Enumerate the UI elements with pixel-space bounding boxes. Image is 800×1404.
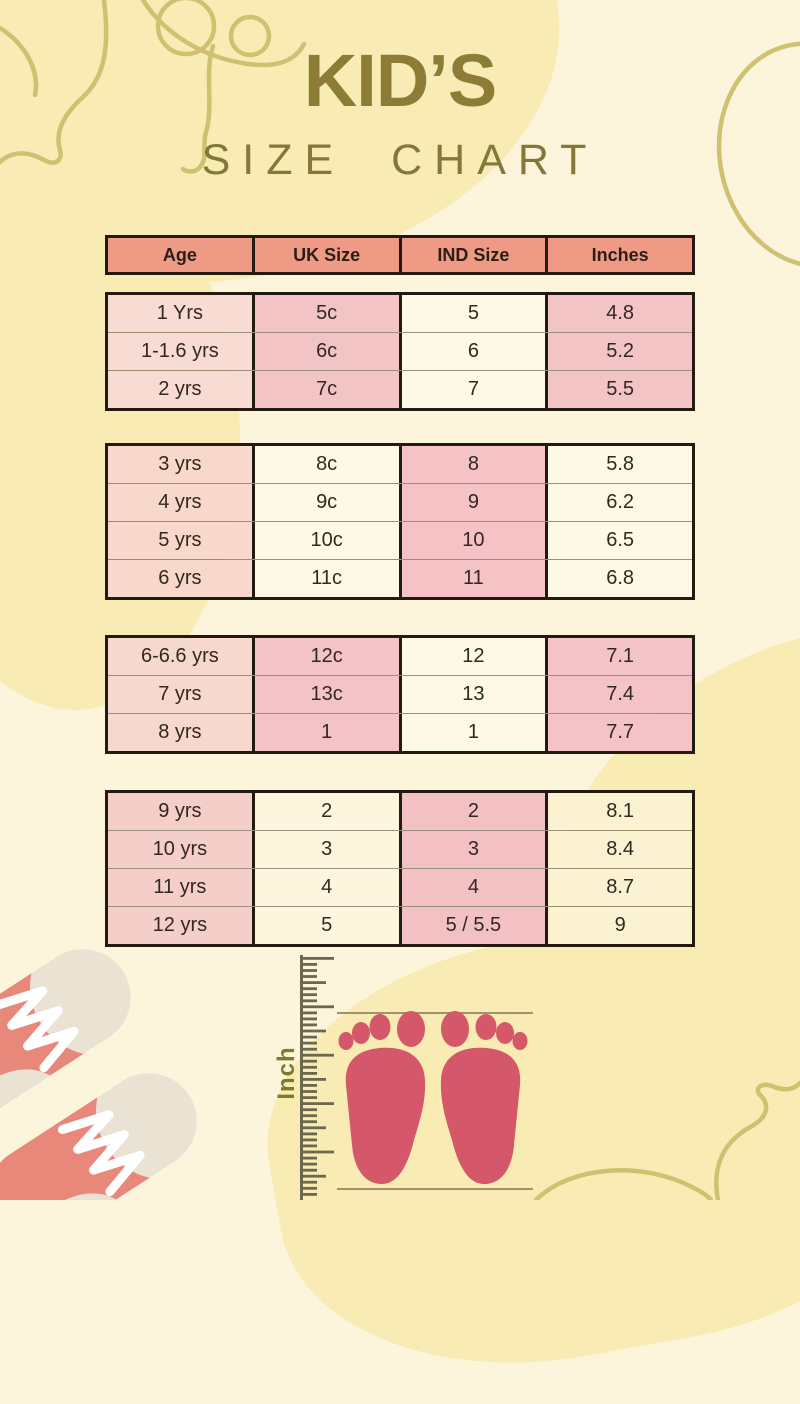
table-cell: 5.8 <box>545 446 692 483</box>
table-cell: 9c <box>251 484 399 521</box>
size-table-group-3: 6-6.6 yrs 12c 12 7.1 7 yrs 13c 13 7.4 8 yrs 1 1 7.7 <box>105 635 695 754</box>
table-row: 7 yrs 13c 13 7.4 <box>108 675 692 713</box>
table-row: 1 Yrs 5c 5 4.8 <box>108 295 692 332</box>
column-header-uk-size: UK Size <box>251 238 399 272</box>
table-cell: 5 / 5.5 <box>398 907 546 944</box>
table-cell: 12 <box>398 638 546 675</box>
table-cell: 7 yrs <box>108 676 252 713</box>
table-header-row: Age UK Size IND Size Inches <box>105 235 695 275</box>
table-cell: 4.8 <box>545 295 692 332</box>
table-row: 8 yrs 1 1 7.7 <box>108 713 692 751</box>
table-cell: 5 <box>251 907 399 944</box>
table-cell: 4 yrs <box>108 484 252 521</box>
table-row: 1-1.6 yrs 6c 6 5.2 <box>108 332 692 370</box>
table-cell: 5 yrs <box>108 522 252 559</box>
size-table-group-2: 3 yrs 8c 8 5.8 4 yrs 9c 9 6.2 5 yrs 10c 10 6.5 6 yrs… <box>105 443 695 600</box>
table-cell: 1-1.6 yrs <box>108 333 252 370</box>
table-cell: 3 yrs <box>108 446 252 483</box>
table-cell: 7 <box>398 371 546 408</box>
table-row: 4 yrs 9c 9 6.2 <box>108 483 692 521</box>
table-cell: 5.5 <box>545 371 692 408</box>
table-row: 12 yrs 5 5 / 5.5 9 <box>108 906 692 944</box>
table-cell: 6-6.6 yrs <box>108 638 252 675</box>
table-row: 3 yrs 8c 8 5.8 <box>108 446 692 483</box>
table-cell: 12 yrs <box>108 907 252 944</box>
table-cell: 7c <box>251 371 399 408</box>
table-cell: 10 <box>398 522 546 559</box>
table-cell: 7.4 <box>545 676 692 713</box>
table-cell: 6c <box>251 333 399 370</box>
table-cell: 9 yrs <box>108 793 252 830</box>
table-cell: 13 <box>398 676 546 713</box>
table-cell: 8 <box>398 446 546 483</box>
table-cell: 3 <box>398 831 546 868</box>
table-cell: 7.1 <box>545 638 692 675</box>
table-cell: 2 <box>398 793 546 830</box>
table-cell: 6 yrs <box>108 560 252 597</box>
table-cell: 5.2 <box>545 333 692 370</box>
table-cell: 2 <box>251 793 399 830</box>
table-cell: 13c <box>251 676 399 713</box>
column-header-ind-size: IND Size <box>398 238 546 272</box>
table-cell: 6.5 <box>545 522 692 559</box>
table-cell: 1 Yrs <box>108 295 252 332</box>
table-cell: 7.7 <box>545 714 692 751</box>
table-cell: 8 yrs <box>108 714 252 751</box>
table-row: 11 yrs 4 4 8.7 <box>108 868 692 906</box>
table-cell: 12c <box>251 638 399 675</box>
table-row: 2 yrs 7c 7 5.5 <box>108 370 692 408</box>
table-row: 6-6.6 yrs 12c 12 7.1 <box>108 638 692 675</box>
page-title: KID’S <box>303 39 497 122</box>
table-cell: 6 <box>398 333 546 370</box>
table-cell: 6.8 <box>545 560 692 597</box>
title-block: KID’S SIZE CHART <box>0 44 800 185</box>
table-cell: 8c <box>251 446 399 483</box>
column-header-age: Age <box>162 244 197 265</box>
table-cell: 1 <box>398 714 546 751</box>
table-cell: 11 <box>398 560 546 597</box>
table-row: 6 yrs 11c 11 6.8 <box>108 559 692 597</box>
table-cell: 8.4 <box>545 831 692 868</box>
ruler-unit-label: Inch <box>273 1046 300 1100</box>
table-cell: 5c <box>251 295 399 332</box>
table-row: 10 yrs 3 3 8.4 <box>108 830 692 868</box>
table-row: 5 yrs 10c 10 6.5 <box>108 521 692 559</box>
size-table-group-4: 9 yrs 2 2 8.1 10 yrs 3 3 8.4 11 yrs 4 4 8.7 12 yrs 5 5… <box>105 790 695 947</box>
table-cell: 4 <box>398 869 546 906</box>
background-blob <box>238 875 800 1404</box>
table-cell: 2 yrs <box>108 371 252 408</box>
table-cell: 6.2 <box>545 484 692 521</box>
table-cell: 3 <box>251 831 399 868</box>
table-cell: 8.7 <box>545 869 692 906</box>
table-row: 9 yrs 2 2 8.1 <box>108 793 692 830</box>
table-cell: 11 yrs <box>108 869 252 906</box>
table-cell: 5 <box>398 295 546 332</box>
size-table-group-1: 1 Yrs 5c 5 4.8 1-1.6 yrs 6c 6 5.2 2 yrs 7c 7 5.5 <box>105 292 695 411</box>
baby-sneakers-graphic <box>0 949 197 1200</box>
table-cell: 8.1 <box>545 793 692 830</box>
page-subtitle: SIZE CHART <box>201 136 599 184</box>
column-header-inches: Inches <box>545 238 692 272</box>
table-cell: 10 yrs <box>108 831 252 868</box>
table-cell: 9 <box>545 907 692 944</box>
table-cell: 1 <box>251 714 399 751</box>
table-cell: 4 <box>251 869 399 906</box>
table-cell: 9 <box>398 484 546 521</box>
table-cell: 11c <box>251 560 399 597</box>
table-cell: 10c <box>251 522 399 559</box>
